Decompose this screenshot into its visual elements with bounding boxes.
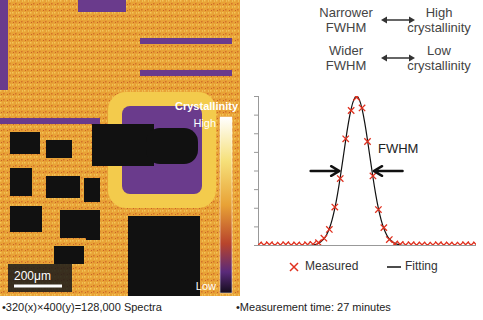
html-text:Wider: Wider	[329, 43, 363, 58]
html-text:High: High	[425, 5, 453, 20]
html-text:crystallinity: crystallinity	[407, 58, 471, 73]
svg-text:200μm: 200μm	[14, 269, 51, 283]
html-text:FWHM: FWHM	[325, 20, 367, 35]
html-text:•Measurement time: 27 minutes: •Measurement time: 27 minutes	[236, 301, 391, 313]
html-text:Narrower: Narrower	[319, 5, 373, 20]
html-text:crystallinity: crystallinity	[407, 20, 471, 35]
html-text:FWHM: FWHM	[325, 58, 367, 73]
svg-text:Low: Low	[196, 280, 216, 292]
svg-text:Crystallinity: Crystallinity	[175, 100, 239, 112]
html-text:Measured: Measured	[305, 259, 359, 273]
html-text:Fitting: Fitting	[405, 259, 438, 273]
svg-text:High: High	[193, 117, 216, 129]
svg-text:FWHM: FWHM	[378, 141, 418, 156]
html-text:•320(x)×400(y)=128,000 Spectra: •320(x)×400(y)=128,000 Spectra	[2, 301, 162, 313]
html-text:Low: Low	[427, 43, 451, 58]
